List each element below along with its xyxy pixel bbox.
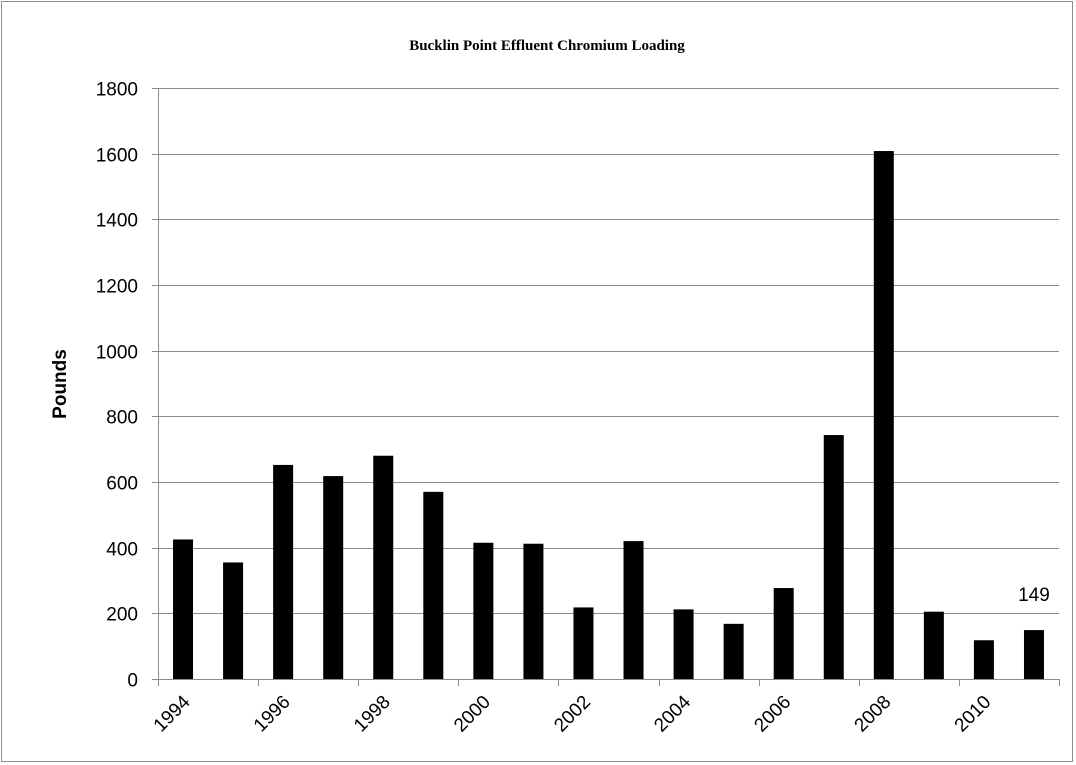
y-tick-label: 0 <box>127 671 138 692</box>
x-tick-label: 2006 <box>750 692 795 737</box>
bar <box>273 464 294 679</box>
x-tick-label: 2002 <box>550 692 595 737</box>
y-tick-label: 600 <box>106 474 138 495</box>
y-tick-label: 200 <box>106 605 138 626</box>
y-tick-label: 1200 <box>96 277 138 298</box>
bar <box>373 455 394 679</box>
chart-title: Bucklin Point Effluent Chromium Loading <box>409 38 685 54</box>
y-tick-label: 1800 <box>96 80 138 101</box>
bar <box>623 541 644 679</box>
x-tick-label: 2000 <box>450 692 495 737</box>
bar <box>473 542 494 679</box>
bar <box>873 151 894 680</box>
y-tick-label: 1400 <box>96 211 138 232</box>
x-tick-label: 2010 <box>951 692 996 737</box>
bar <box>573 607 594 679</box>
data-label: 149 <box>1018 585 1050 606</box>
bars <box>173 151 1044 680</box>
y-axis-label: Pounds <box>50 349 71 419</box>
x-tick-label: 1996 <box>250 692 295 737</box>
x-tick-label: 2004 <box>650 691 695 736</box>
y-tick-label: 1600 <box>96 146 138 167</box>
axes <box>152 88 1060 686</box>
bar <box>323 476 344 679</box>
y-tick-label: 1000 <box>96 343 138 364</box>
bar <box>223 562 244 679</box>
bar <box>173 539 194 679</box>
bar <box>923 611 944 679</box>
bar <box>823 435 844 679</box>
bar <box>523 543 544 679</box>
x-tick-label: 1994 <box>150 691 195 736</box>
y-tick-label: 400 <box>106 540 138 561</box>
bar <box>1023 630 1044 679</box>
bar <box>423 491 444 679</box>
bar <box>723 623 744 679</box>
bar <box>673 609 694 679</box>
x-tick-label: 2008 <box>851 692 896 737</box>
y-tick-label: 800 <box>106 408 138 429</box>
bar <box>973 640 994 679</box>
bar <box>773 588 794 679</box>
x-tick-label: 1998 <box>350 692 395 737</box>
gridlines <box>158 88 1059 614</box>
